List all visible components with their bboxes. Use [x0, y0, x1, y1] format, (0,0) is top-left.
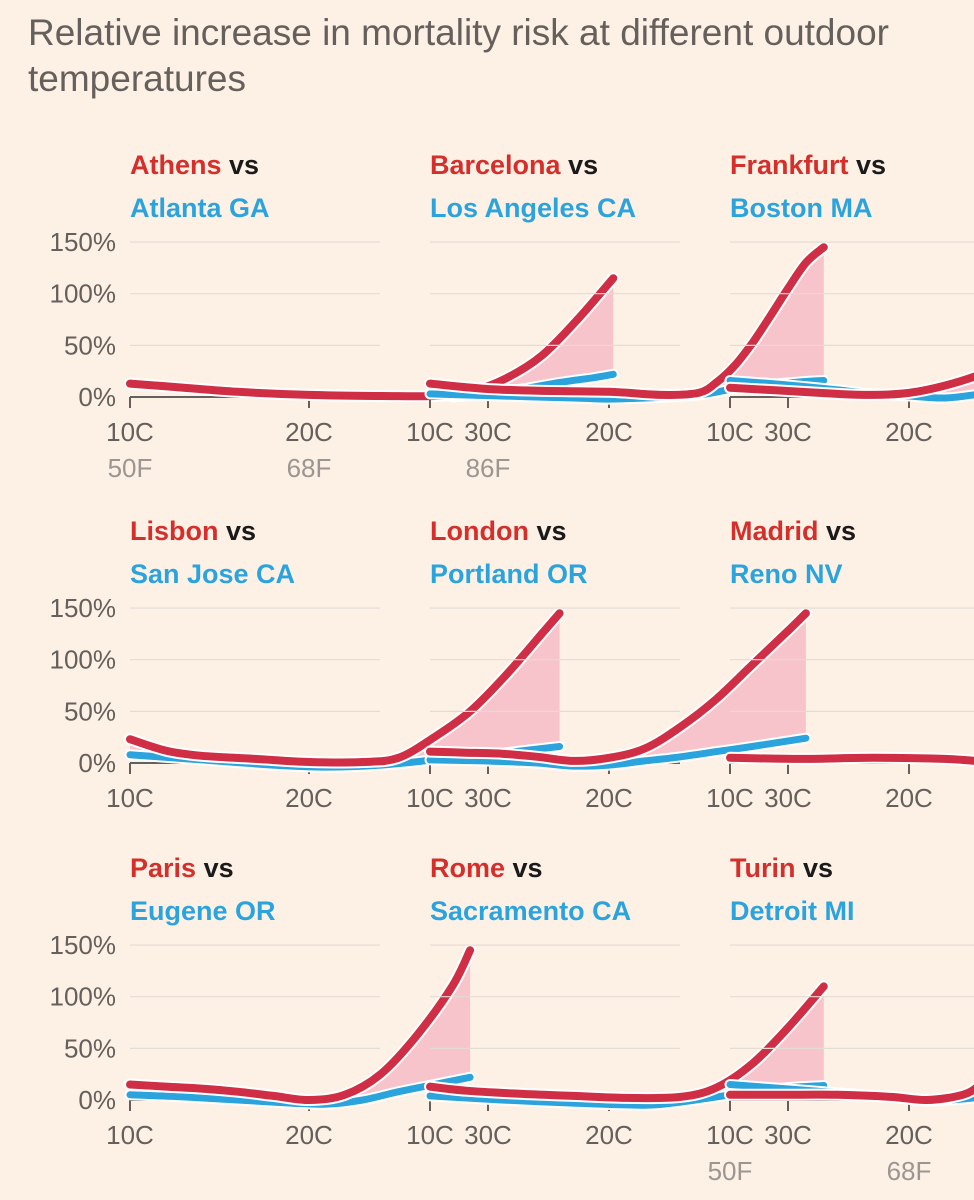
vs-label: vs: [561, 150, 599, 180]
x-tick-label: 10C: [406, 783, 454, 813]
panel-heading-europe: Paris vs: [130, 853, 234, 883]
panel-frankfurt: Frankfurt vs Boston MA 10C 20C 30C: [706, 150, 974, 447]
y-tick-label: 0%: [78, 748, 116, 778]
vs-label: vs: [505, 853, 543, 883]
panel-heading-europe: Frankfurt vs: [730, 150, 886, 180]
x-tick-label-fahrenheit: 50F: [108, 453, 153, 483]
us-city-label: Boston MA: [730, 193, 872, 223]
x-tick-label: 10C: [706, 1120, 754, 1150]
y-tick-label: 150%: [50, 593, 117, 623]
us-city-label: Los Angeles CA: [430, 193, 636, 223]
panel-rome: Rome vs Sacramento CA 10C 20C 30C: [406, 853, 830, 1150]
x-tick-label: 20C: [585, 1120, 633, 1150]
x-tick-label: 30C: [764, 417, 812, 447]
us-city-label: Atlanta GA: [130, 193, 270, 223]
europe-series-line: [726, 1084, 974, 1105]
europe-city-label: Paris: [130, 853, 196, 883]
y-tick-label: 100%: [50, 645, 117, 675]
x-tick-label: 10C: [706, 417, 754, 447]
x-tick-label: 10C: [406, 1120, 454, 1150]
vs-label: vs: [529, 516, 567, 546]
y-tick-label: 50%: [64, 330, 116, 360]
us-city-label: Eugene OR: [130, 896, 276, 926]
x-tick-label: 20C: [585, 417, 633, 447]
x-tick-label: 20C: [885, 1120, 933, 1150]
x-tick-label: 10C: [706, 783, 754, 813]
x-tick-label: 10C: [406, 417, 454, 447]
panel-heading-europe: Athens vs: [130, 150, 259, 180]
us-city-label: Sacramento CA: [430, 896, 631, 926]
europe-series-line: [426, 982, 828, 1103]
panel-madrid: Madrid vs Reno NV 10C 20C 30C: [706, 516, 974, 813]
us-city-label: Reno NV: [730, 559, 843, 589]
chart-title: Relative increase in mortality risk at d…: [28, 12, 889, 99]
x-tick-label: 20C: [885, 417, 933, 447]
x-tick-label: 30C: [764, 1120, 812, 1150]
europe-city-label: Lisbon: [130, 516, 219, 546]
europe-series-line: [426, 609, 810, 765]
vs-label: vs: [819, 516, 857, 546]
x-tick-label: 20C: [885, 783, 933, 813]
europe-series-line: [126, 609, 564, 767]
panel-paris: Paris vs Eugene OR 0% 50% 100% 150% 10C 20C 30C: [50, 853, 512, 1150]
shaded-gap: [452, 278, 614, 397]
y-tick-label: 50%: [64, 1033, 116, 1063]
us-city-label: Portland OR: [430, 559, 588, 589]
x-tick-label: 20C: [285, 783, 333, 813]
europe-city-label: Turin: [730, 853, 795, 883]
europe-series-line: [126, 946, 475, 1105]
europe-city-label: Athens: [130, 150, 222, 180]
europe-series-line: [726, 753, 974, 765]
panel-heading-europe: London vs: [430, 516, 567, 546]
y-tick-label: 150%: [50, 227, 117, 257]
x-tick-label-fahrenheit: 86F: [466, 453, 511, 483]
europe-series-line: [426, 243, 828, 399]
vs-label: vs: [196, 853, 234, 883]
panel-heading-europe: Lisbon vs: [130, 516, 256, 546]
x-tick-label: 20C: [585, 783, 633, 813]
x-tick-label: 30C: [464, 417, 512, 447]
europe-city-label: Madrid: [730, 516, 819, 546]
europe-city-label: Frankfurt: [730, 150, 849, 180]
shaded-gap: [430, 613, 806, 767]
x-tick-label: 20C: [285, 1120, 333, 1150]
x-tick-label: 30C: [464, 1120, 512, 1150]
panel-heading-europe: Turin vs: [730, 853, 833, 883]
x-tick-label: 10C: [106, 783, 154, 813]
europe-city-label: Rome: [430, 853, 505, 883]
y-tick-label: 100%: [50, 982, 117, 1012]
y-tick-label: 0%: [78, 1085, 116, 1115]
panel-heading-europe: Madrid vs: [730, 516, 856, 546]
x-tick-label: 30C: [764, 783, 812, 813]
x-tick-label-fahrenheit: 50F: [708, 1156, 753, 1186]
vs-label: vs: [795, 853, 833, 883]
europe-city-label: London: [430, 516, 529, 546]
x-tick-label: 20C: [285, 417, 333, 447]
us-city-label: Detroit MI: [730, 896, 855, 926]
panel-heading-europe: Rome vs: [430, 853, 543, 883]
x-tick-label-fahrenheit: 68F: [287, 453, 332, 483]
europe-series-line: [726, 372, 974, 399]
panel-london: London vs Portland OR 10C 20C 30C: [406, 516, 812, 813]
us-city-label: San Jose CA: [130, 559, 295, 589]
vs-label: vs: [219, 516, 257, 546]
y-tick-label: 100%: [50, 279, 117, 309]
europe-city-label: Barcelona: [430, 150, 562, 180]
x-tick-label: 10C: [106, 1120, 154, 1150]
x-tick-label-fahrenheit: 68F: [887, 1156, 932, 1186]
x-tick-label: 10C: [106, 417, 154, 447]
y-tick-label: 150%: [50, 930, 117, 960]
y-tick-label: 50%: [64, 696, 116, 726]
panel-heading-europe: Barcelona vs: [430, 150, 598, 180]
y-tick-label: 0%: [78, 382, 116, 412]
us-series-line: [426, 734, 810, 770]
vs-label: vs: [849, 150, 887, 180]
shaded-gap: [894, 1088, 974, 1101]
x-tick-label: 30C: [464, 783, 512, 813]
panel-athens: Athens vs Atlanta GA 0% 50% 100% 150% 10C 50F 20…: [50, 150, 620, 483]
vs-label: vs: [222, 150, 260, 180]
